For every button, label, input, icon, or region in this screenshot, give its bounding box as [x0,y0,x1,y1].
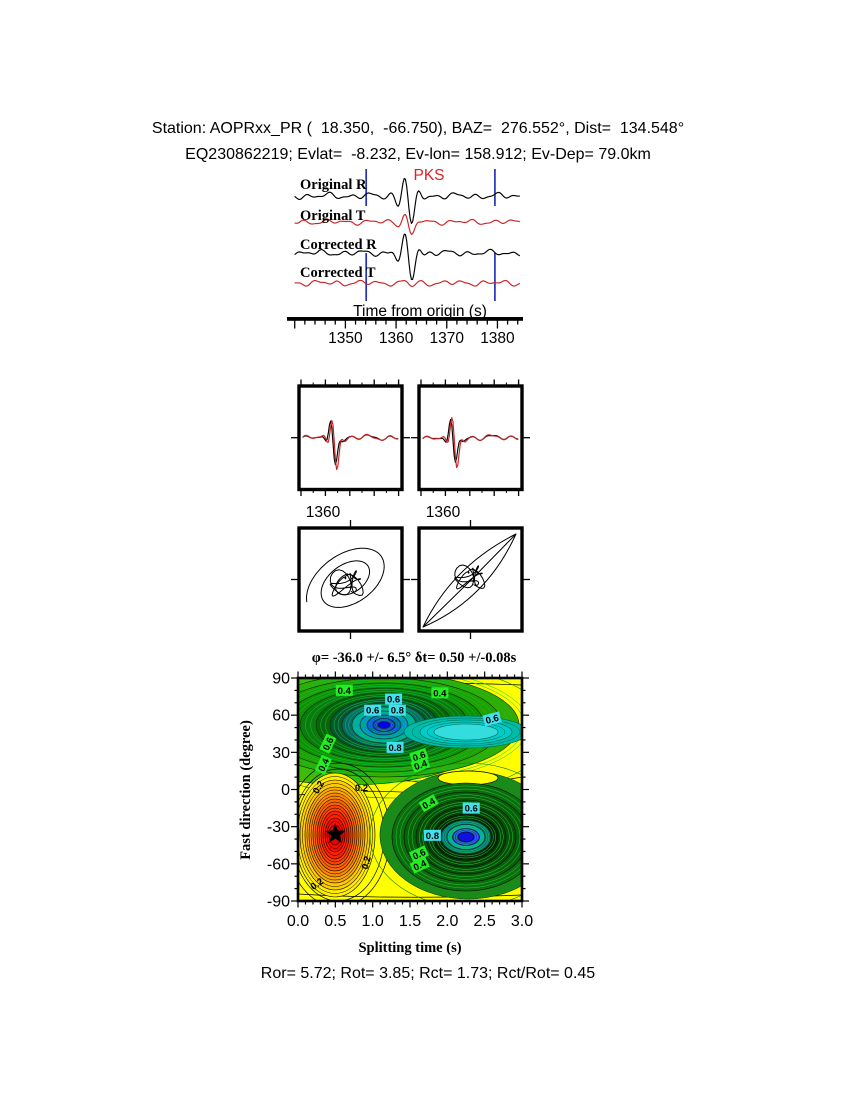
misfit-contour-plot: 0.40.60.6 0.80.40.60.6 0.80.60.40.40.2 0.20… [298,678,522,901]
window-zoom-panels [291,379,530,496]
contour-level-label: 0.4 [410,756,431,773]
trace-label-corrected-r: Corrected R [300,237,377,253]
particle-motion-panels [291,520,530,639]
contour-level-label: 0.2 [360,855,374,871]
splitting-time-tick-label: 1.5 [399,913,421,930]
contour-axes: 0.0 0.5 1.0 1.5 2.0 2.5 3.0 90 60 30 0 -30 -60 -90 [267,671,533,931]
fast-direction-tick-label: 90 [272,671,290,688]
best-fit-star [324,823,346,843]
time-tick-label: 1350 [328,330,363,347]
fast-direction-tick-label: 0 [281,782,290,799]
fast-direction-tick-label: 30 [272,745,290,762]
fast-direction-tick-label: 60 [272,708,290,725]
trace-label-original-t: Original T [300,208,366,224]
svg-text:0.4: 0.4 [413,758,430,773]
station-header: Station: AOPRxx_PR ( 18.350, -66.750), B… [152,120,684,137]
zoom-panel-left-ticklabel: 1360 [306,504,341,521]
svg-text:0.8: 0.8 [391,706,404,717]
contour-level-label: 0.4 [431,687,449,699]
svg-text:0.4: 0.4 [317,756,333,773]
svg-text:0.6: 0.6 [465,804,478,815]
result-ratios: Ror= 5.72; Rot= 3.85; Rct= 1.73; Rct/Rot… [261,965,596,982]
contour-level-label: 0.6 [482,711,502,727]
contour-level-label: 0.8 [386,741,404,754]
time-tick-label: 1370 [430,330,465,347]
zoom-panel-right-ticklabel: 1360 [426,504,461,521]
splitting-time-tick-label: 3.0 [511,913,533,930]
splitting-time-tick-label: 0.5 [324,913,346,930]
trace-label-original-r: Original R [300,177,367,193]
contour-level-label: 0.6 [385,693,403,706]
contour-level-label: 0.6 [364,704,382,717]
contour-level-label: 0.8 [388,704,406,717]
contour-ylabel: Fast direction (degree) [238,720,254,860]
svg-text:0.6: 0.6 [366,706,379,717]
phase-label-pks: PKS [413,167,444,184]
contour-xlabel: Splitting time (s) [358,940,461,956]
svg-text:0.6: 0.6 [485,713,501,727]
contour-level-label: 0.2 [355,783,368,794]
time-axis: 1350 1360 1370 1380 [287,317,523,347]
time-tick-label: 1380 [480,330,515,347]
splitting-time-tick-label: 0.0 [287,913,309,930]
trace-label-corrected-t: Corrected T [300,265,376,281]
splitting-time-tick-label: 2.5 [474,913,496,930]
fast-direction-tick-label: -60 [267,856,290,873]
svg-text:0.6: 0.6 [387,695,400,706]
svg-text:0.2: 0.2 [360,855,374,871]
svg-text:0.4: 0.4 [338,686,352,697]
contour-level-label: 0.6 [462,802,480,815]
fast-direction-tick-label: -30 [267,819,290,836]
svg-text:0.2: 0.2 [355,783,368,794]
contour-level-label: 0.4 [409,856,430,874]
contour-level-label: 0.4 [335,684,353,697]
contour-field: 0.40.60.6 0.80.40.60.6 0.80.60.40.40.2 0.20… [298,678,522,901]
splitting-time-tick-label: 1.0 [362,913,384,930]
fast-direction-tick-label: -90 [267,894,290,911]
splitting-time-tick-label: 2.0 [436,913,458,930]
svg-text:0.4: 0.4 [433,688,447,699]
svg-text:0.8: 0.8 [388,743,401,754]
event-header: EQ230862219; Evlat= -8.232, Ev-lon= 158.… [185,146,651,163]
svg-text:0.6: 0.6 [321,736,337,753]
splitting-window-markers [365,169,496,301]
time-tick-label: 1360 [379,330,414,347]
svg-text:0.8: 0.8 [426,831,439,842]
contour-level-label: 0.6 [319,733,337,754]
contour-title: φ= -36.0 +/- 6.5° δt= 0.50 +/-0.08s [312,650,517,666]
waveform-traces [294,177,520,287]
time-axis-label: Time from origin (s) [353,303,487,320]
svg-text:0.4: 0.4 [412,858,429,874]
contour-level-label: 0.8 [423,829,441,842]
contour-level-label: 0.4 [314,754,333,775]
